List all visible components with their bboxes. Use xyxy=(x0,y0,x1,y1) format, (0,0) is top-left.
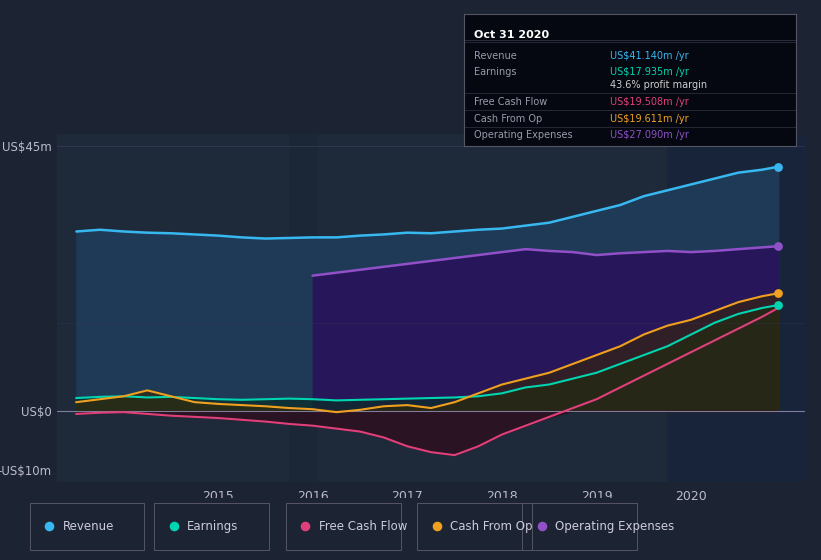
Bar xyxy=(667,134,805,482)
Text: Oct 31 2020: Oct 31 2020 xyxy=(474,30,549,40)
Text: Operating Expenses: Operating Expenses xyxy=(555,520,674,533)
Text: Revenue: Revenue xyxy=(474,51,516,61)
Text: US$19.611m /yr: US$19.611m /yr xyxy=(610,114,689,124)
Text: US$19.508m /yr: US$19.508m /yr xyxy=(610,97,689,107)
Point xyxy=(299,522,312,531)
Point xyxy=(772,289,785,298)
Text: US$17.935m /yr: US$17.935m /yr xyxy=(610,67,689,77)
Text: US$27.090m /yr: US$27.090m /yr xyxy=(610,130,689,140)
Text: Cash From Op: Cash From Op xyxy=(474,114,542,124)
Text: Operating Expenses: Operating Expenses xyxy=(474,130,572,140)
Point xyxy=(772,301,785,310)
Text: Free Cash Flow: Free Cash Flow xyxy=(474,97,547,107)
Bar xyxy=(289,134,318,482)
Point xyxy=(772,242,785,251)
Text: Earnings: Earnings xyxy=(187,520,239,533)
Point xyxy=(43,522,56,531)
Point xyxy=(772,162,785,171)
Text: US$41.140m /yr: US$41.140m /yr xyxy=(610,51,689,61)
Text: Cash From Op: Cash From Op xyxy=(450,520,532,533)
Point xyxy=(430,522,443,531)
Text: Revenue: Revenue xyxy=(62,520,114,533)
Text: Free Cash Flow: Free Cash Flow xyxy=(319,520,407,533)
Point xyxy=(167,522,181,531)
Point xyxy=(535,522,548,531)
Text: Earnings: Earnings xyxy=(474,67,516,77)
Text: 43.6% profit margin: 43.6% profit margin xyxy=(610,80,708,90)
